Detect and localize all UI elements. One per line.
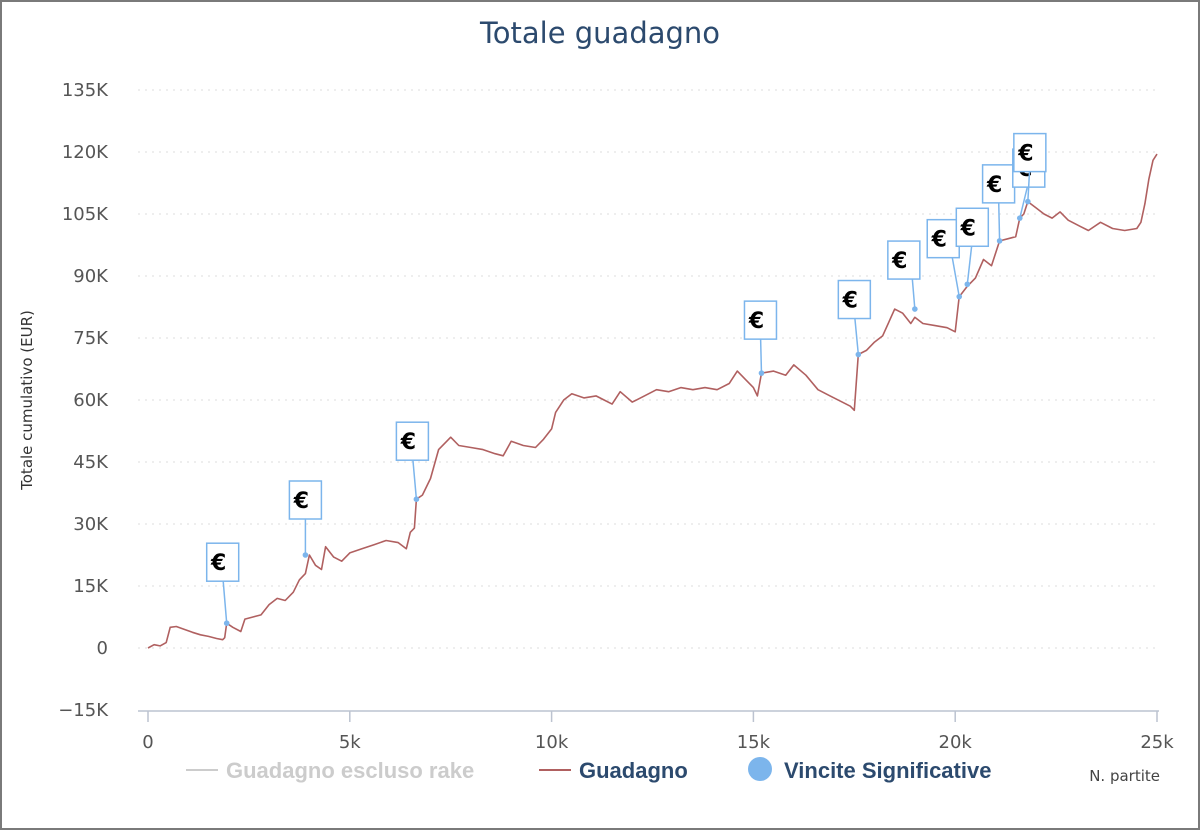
y-tick-label: 30K xyxy=(73,514,109,535)
flag-connector xyxy=(997,196,1001,241)
significant-win-flag: € xyxy=(1013,132,1047,205)
euro-icon: € xyxy=(400,430,416,455)
significant-win-point xyxy=(758,370,765,376)
flag-connector xyxy=(853,312,860,355)
significant-win-flag: € xyxy=(288,480,323,558)
euro-icon: € xyxy=(960,216,976,241)
legend-label: Vincite Significative xyxy=(784,758,991,783)
flag-connector xyxy=(411,454,418,500)
chart-title: Totale guadagno xyxy=(479,16,720,50)
flag-box xyxy=(887,240,921,280)
significant-win-point xyxy=(996,238,1003,244)
euro-icon: € xyxy=(210,551,226,576)
y-tick-label: 120K xyxy=(62,142,109,163)
euro-icon: € xyxy=(842,289,858,314)
significant-win-point xyxy=(956,293,963,300)
significant-win-flag: € xyxy=(955,207,990,288)
euro-icon: € xyxy=(891,249,907,274)
flag-connector xyxy=(221,575,228,624)
significant-win-flag: € xyxy=(887,240,921,312)
significant-wins-markers: €€€€€€€€€€€ xyxy=(205,132,1047,626)
flag-connector xyxy=(950,251,960,297)
flag-connector xyxy=(966,240,974,285)
y-tick-label: 135K xyxy=(62,80,109,101)
legend[interactable]: Guadagno escluso rake Guadagno Vincite Sig… xyxy=(186,757,991,783)
y-tick-label: 75K xyxy=(73,328,109,349)
series-line-guadagno xyxy=(147,153,1158,649)
euro-icon: € xyxy=(986,173,1002,198)
legend-label: Guadagno xyxy=(579,758,688,783)
significant-win-point xyxy=(964,281,971,288)
y-tick-label: 105K xyxy=(62,204,109,225)
legend-item[interactable]: Guadagno xyxy=(539,758,688,783)
euro-icon: € xyxy=(748,309,764,334)
significant-win-point xyxy=(1016,215,1023,221)
x-tick-label: 10k xyxy=(535,732,569,753)
significant-win-point xyxy=(302,552,309,558)
y-tick-label: −15K xyxy=(58,700,109,721)
x-axis: 0 5k 10k 15k 20k 25k xyxy=(138,710,1174,753)
y-tick-label: 45K xyxy=(73,452,109,473)
x-tick-label: 5k xyxy=(339,732,361,753)
euro-icon: € xyxy=(931,228,947,253)
flag-box xyxy=(837,279,872,320)
significant-win-point xyxy=(855,351,862,358)
significant-win-point xyxy=(912,306,918,312)
significant-win-flag: € xyxy=(205,542,240,626)
significant-win-flag: € xyxy=(395,421,430,503)
significant-win-point xyxy=(223,620,230,626)
legend-item[interactable]: Vincite Significative xyxy=(748,757,991,783)
flag-box xyxy=(395,421,430,461)
series-guadagno xyxy=(147,153,1158,649)
x-tick-label: 15k xyxy=(737,732,771,753)
x-tick-label: 25k xyxy=(1140,732,1174,753)
legend-item[interactable]: Guadagno escluso rake xyxy=(186,758,474,783)
significant-win-flag: € xyxy=(743,300,778,376)
legend-label: Guadagno escluso rake xyxy=(226,758,474,783)
y-tick-label: 60K xyxy=(73,390,109,411)
flag-box xyxy=(205,542,240,582)
y-tick-label: 0 xyxy=(97,638,108,659)
y-tick-label: 90K xyxy=(73,266,109,287)
euro-icon: € xyxy=(1017,142,1033,167)
significant-win-flag: € xyxy=(926,218,963,300)
y-tick-label: 15K xyxy=(73,576,109,597)
x-axis-label: N. partite xyxy=(1089,767,1160,785)
grid xyxy=(138,89,1157,649)
euro-icon: € xyxy=(293,489,309,514)
legend-circle-symbol xyxy=(748,757,772,781)
x-tick-label: 20k xyxy=(939,732,973,753)
y-axis-ticks: −15K 0 15K 30K 45K 60K 75K 90K 105K 120K 135K xyxy=(58,80,109,721)
flag-box xyxy=(1013,132,1047,173)
significant-win-point xyxy=(1025,198,1031,205)
y-axis-label: Totale cumulativo (EUR) xyxy=(18,310,36,491)
x-tick-label: 0 xyxy=(142,732,153,753)
significant-win-point xyxy=(413,496,420,503)
flag-box xyxy=(743,300,778,340)
significant-win-flag: € xyxy=(837,279,872,358)
flag-box xyxy=(955,207,990,248)
flag-box xyxy=(288,480,323,520)
flag-box xyxy=(926,218,960,259)
